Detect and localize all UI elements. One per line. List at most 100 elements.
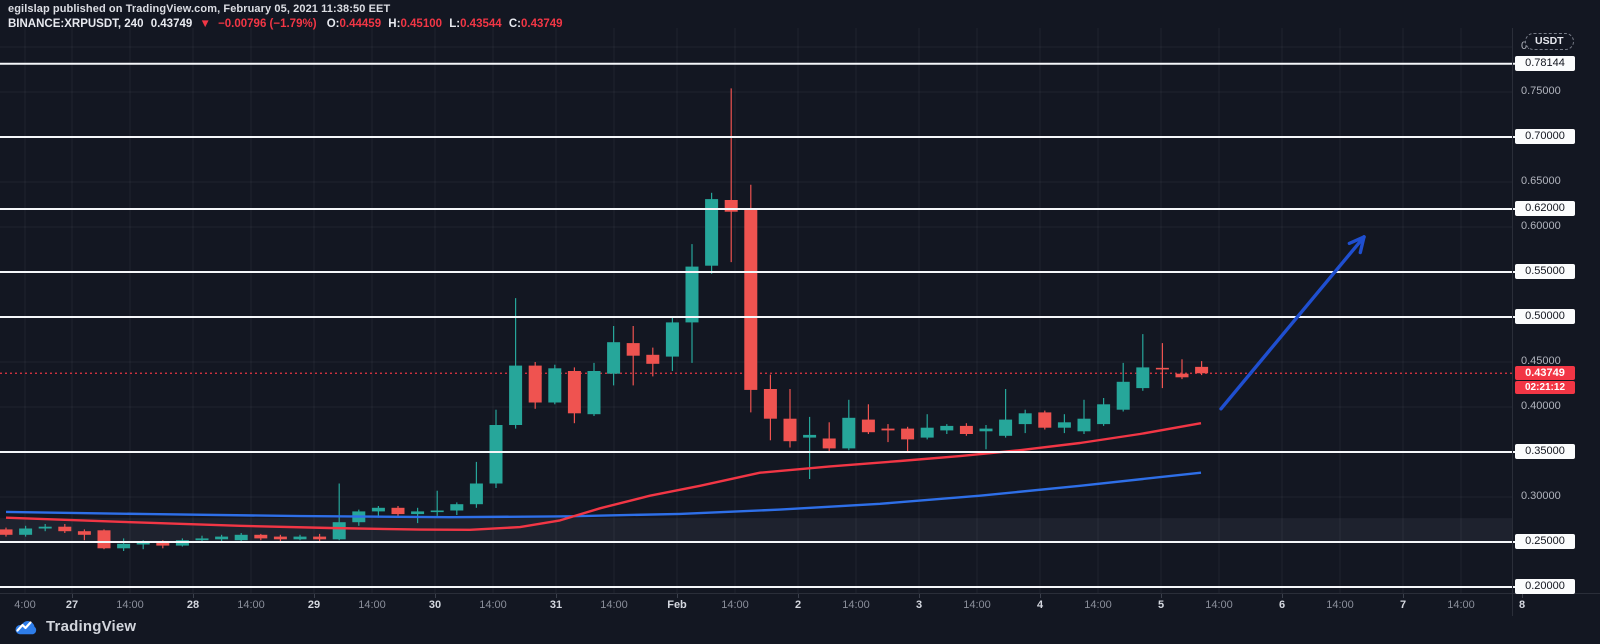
time-axis-tick xyxy=(193,594,194,598)
candle-body xyxy=(509,365,523,425)
candle-body xyxy=(920,427,934,438)
plot-area xyxy=(0,28,1512,593)
time-axis-tick xyxy=(677,594,678,598)
support-zone xyxy=(0,518,1512,543)
price-axis-border xyxy=(1512,28,1513,616)
time-axis-time-label: 14:00 xyxy=(479,599,507,611)
candle-body xyxy=(254,534,268,539)
time-axis-time-label: 14:00 xyxy=(1447,599,1475,611)
time-axis-tick xyxy=(1282,594,1283,598)
published-info: egilslap published on TradingView.com, F… xyxy=(8,3,391,15)
candle-body xyxy=(940,425,954,431)
time-axis-day-label: 4 xyxy=(1036,599,1044,611)
time-axis-time-label: 14:00 xyxy=(1205,599,1233,611)
candle-body xyxy=(842,417,856,449)
currency-unit-button[interactable]: USDT xyxy=(1525,33,1574,50)
chart-header: egilslap published on TradingView.com, F… xyxy=(8,3,563,30)
time-axis-time-label: 14:00 xyxy=(116,599,144,611)
time-axis-time-label: 14:00 xyxy=(237,599,265,611)
time-axis-time-label: 14:00 xyxy=(600,599,628,611)
candle-body xyxy=(646,354,660,364)
time-axis-time-label: 14:00 xyxy=(842,599,870,611)
candle-body xyxy=(0,529,13,535)
candle-body xyxy=(273,536,287,540)
time-axis-tick xyxy=(1040,594,1041,598)
candle-body xyxy=(665,322,679,357)
time-axis-day-label: 6 xyxy=(1278,599,1286,611)
symbol-name[interactable]: BINANCE:XRPUSDT, 240 xyxy=(8,18,144,30)
close-label: C: xyxy=(508,18,521,30)
time-axis-tick xyxy=(1161,594,1162,598)
price-tick-label: 0.40000 xyxy=(1521,400,1561,412)
candle-body xyxy=(685,266,699,323)
candle-body xyxy=(626,343,640,356)
level-price-label: 0.78144 xyxy=(1515,55,1575,71)
candle-body xyxy=(587,371,601,415)
price-change: −0.00796 (−1.79%) xyxy=(218,18,317,30)
candle-body xyxy=(705,199,719,266)
price-tick-label: 0.45000 xyxy=(1521,355,1561,367)
level-price-label: 0.20000 xyxy=(1515,579,1575,594)
price-tick-label: 0.30000 xyxy=(1521,490,1561,502)
candle-body xyxy=(861,419,875,433)
level-price-label: 0.25000 xyxy=(1515,534,1575,549)
candle-body xyxy=(959,425,973,434)
candle-body xyxy=(234,534,248,541)
price-tick-label: 0.75000 xyxy=(1521,85,1561,97)
candle-body xyxy=(1175,373,1189,378)
time-axis-tick xyxy=(798,594,799,598)
high-label: H: xyxy=(388,18,401,30)
candle-body xyxy=(1018,413,1032,425)
candle-body xyxy=(117,543,131,549)
candle-body xyxy=(411,511,425,515)
low-label: L: xyxy=(449,18,461,30)
grid xyxy=(0,28,1512,593)
candle-body xyxy=(763,389,777,419)
price-tick-label: 0.65000 xyxy=(1521,175,1561,187)
time-axis-tick xyxy=(72,594,73,598)
close-value: 0.43749 xyxy=(521,18,563,30)
candle-body xyxy=(77,531,91,535)
candle-body xyxy=(136,542,150,545)
candle-body xyxy=(1097,404,1111,425)
price-axis[interactable]: USDT 0.800000.750000.650000.600000.45000… xyxy=(1512,0,1600,616)
time-axis-day-label: 27 xyxy=(65,599,79,611)
time-axis-time-label: 14:00 xyxy=(358,599,386,611)
candle-body xyxy=(313,536,327,540)
level-price-label: 0.62000 xyxy=(1515,201,1575,216)
candle-body xyxy=(391,507,405,515)
candle-body xyxy=(430,510,444,513)
time-axis-tick xyxy=(314,594,315,598)
tradingview-logo[interactable]: TradingView xyxy=(13,617,136,636)
level-price-label: 0.70000 xyxy=(1515,129,1575,144)
candle-body xyxy=(744,209,758,390)
candles xyxy=(0,88,1209,551)
candle-body xyxy=(1136,367,1150,389)
candle-body xyxy=(371,507,385,512)
candle-body xyxy=(724,200,738,212)
open-value: 0.44459 xyxy=(339,18,382,30)
high-value: 0.45100 xyxy=(400,18,443,30)
time-axis-day-label: 2 xyxy=(794,599,802,611)
candle-body xyxy=(19,528,33,535)
candle-body xyxy=(528,365,542,403)
ma-red-line xyxy=(5,422,1202,531)
tradingview-logo-icon xyxy=(15,621,37,635)
candle-body xyxy=(1155,367,1169,370)
candle-body xyxy=(332,522,346,540)
current-price-label: 0.43749 xyxy=(1515,366,1575,381)
time-axis-day-label: 29 xyxy=(307,599,321,611)
time-axis[interactable]: 4:00 27 14:00 28 14:00 29 14:00 30 14:00 31 14:00 F… xyxy=(0,594,1600,618)
ma-blue-line xyxy=(5,471,1202,519)
candle-body xyxy=(1195,366,1209,374)
candle-body xyxy=(156,542,170,546)
time-axis-tick xyxy=(435,594,436,598)
candle-body xyxy=(607,342,621,374)
level-price-label: 0.55000 xyxy=(1515,264,1575,279)
level-price-label: 0.35000 xyxy=(1515,444,1575,459)
price-tick-label: 0.60000 xyxy=(1521,220,1561,232)
time-axis-day-label: 28 xyxy=(186,599,200,611)
time-axis-tick xyxy=(919,594,920,598)
time-axis-tick xyxy=(556,594,557,598)
candle-body xyxy=(195,538,209,541)
